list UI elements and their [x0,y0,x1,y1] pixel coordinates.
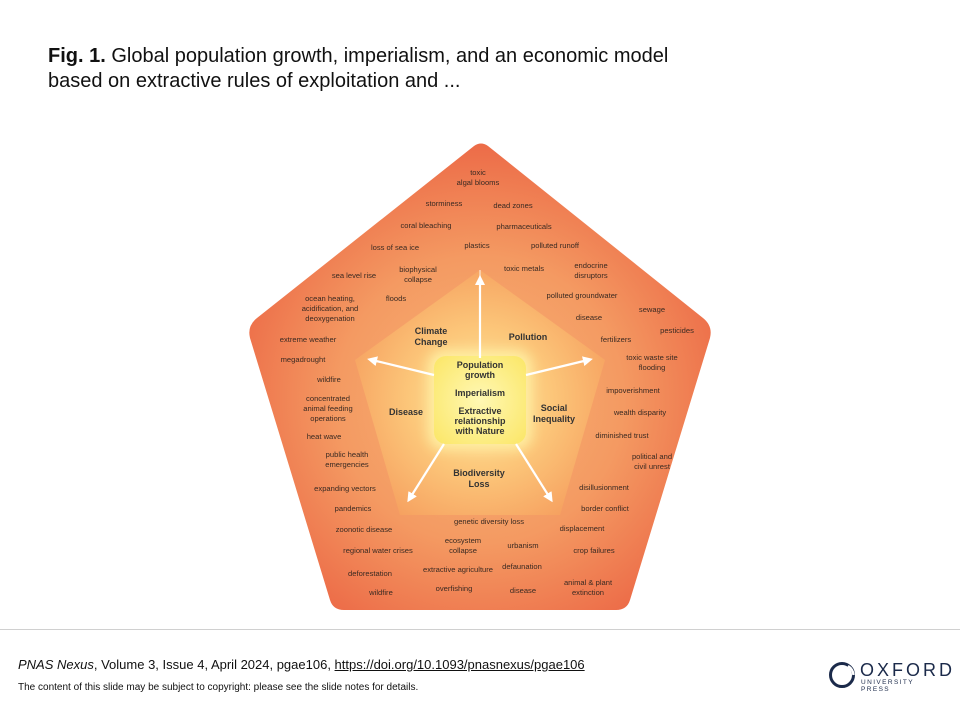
copyright-notice: The content of this slide may be subject… [18,682,419,693]
factor-label: toxic waste site flooding [626,353,678,372]
factor-label: sewage [639,305,665,314]
factor-label: border conflict [581,504,630,513]
domain-climate-2: Change [414,337,447,347]
factor-label: defaunation [502,562,542,571]
factor-label: polluted runoff [531,241,580,250]
factor-label: heat wave [307,432,342,441]
core-box [434,356,526,444]
factor-label: biophysical collapse [399,265,437,284]
factor-label: deforestation [348,569,392,578]
domain-biodiversity-2: Loss [468,479,489,489]
domain-climate-1: Climate [415,326,448,336]
factor-label: crop failures [573,546,615,555]
factor-label: animal & plant extinction [564,578,613,597]
factor-label: disillusionment [579,483,630,492]
core-line-1: Population [457,360,504,370]
doi-link[interactable]: https://doi.org/10.1093/pnasnexus/pgae10… [334,657,585,672]
factor-label: genetic diversity loss [454,517,524,526]
factor-label: extractive agriculture [423,565,493,574]
factor-label: diminished trust [595,431,649,440]
factor-label: political and civil unrest [632,452,672,471]
domain-social-2: Inequality [533,414,575,424]
domain-biodiversity-1: Biodiversity [453,468,505,478]
factor-label: toxic algal blooms [457,168,500,187]
core-line-2: growth [465,370,495,380]
core-line-5: relationship [454,416,506,426]
figure-label: Fig. 1. [48,45,106,67]
factor-label: zoonotic disease [336,525,393,534]
factor-label: dead zones [493,201,532,210]
domain-labels: Climate Change Pollution Social Inequali… [389,326,575,489]
journal-name: PNAS Nexus [18,657,94,672]
oxford-emblem-icon [829,662,855,688]
factor-label: floods [386,294,406,303]
factor-label: ocean heating, acidification, and deoxygen… [302,294,359,323]
logo-subtitle: UNIVERSITY PRESS [861,679,914,693]
figure-caption-text: Global population growth, imperialism, a… [48,45,669,92]
arrow-disease [367,356,435,377]
footer-divider [0,629,960,630]
factor-label: regional water crises [343,546,413,555]
factor-label: wildfire [368,588,393,597]
pentagon-diagram: Population growth Imperialism Extractive… [249,143,711,610]
figure-caption: Fig. 1. Global population growth, imperi… [48,44,688,94]
factor-label: pharmaceuticals [496,222,551,231]
factor-label: overfishing [436,584,473,593]
factor-label: disease [510,586,536,595]
factor-label: polluted groundwater [547,291,618,300]
oxford-logo: OXFORD UNIVERSITY PRESS [828,660,952,693]
factor-label: displacement [560,524,606,533]
factor-label: toxic metals [504,264,544,273]
factor-label: pandemics [335,504,372,513]
factor-label: impoverishment [606,386,660,395]
factor-label: disease [576,313,602,322]
arrow-biodiversity [407,443,445,503]
factor-label: concentrated animal feeding operations [303,394,352,423]
factor-label: plastics [464,241,490,250]
factor-label: ecosystem collapse [445,536,481,555]
factor-label: sea level rise [332,271,376,280]
domain-disease: Disease [389,407,423,417]
factor-label: public health emergencies [325,450,369,469]
outer-labels: toxic algal blooms storminess dead zones cor… [280,168,694,597]
citation-details: , Volume 3, Issue 4, April 2024, pgae106… [93,657,335,672]
core-line-4: Extractive [458,406,501,416]
arrow-pollution [525,356,593,377]
factor-label: extreme weather [280,335,337,344]
logo-word: OXFORD [860,660,956,680]
factor-label: expanding vectors [314,484,376,493]
citation: PNAS Nexus, Volume 3, Issue 4, April 202… [18,657,585,672]
factor-label: pesticides [660,326,694,335]
core-text: Population growth Imperialism Extractive… [454,360,506,436]
arrow-social [515,443,553,503]
core-line-3: Imperialism [455,388,505,398]
factor-label: storminess [426,199,463,208]
factor-label: coral bleaching [400,221,451,230]
domain-pollution: Pollution [509,332,548,342]
factor-label: megadrought [281,355,327,364]
factor-label: wildfire [316,375,341,384]
factor-label: loss of sea ice [371,243,419,252]
factor-label: wealth disparity [613,408,667,417]
core-line-6: with Nature [454,426,504,436]
factor-label: fertilizers [601,335,632,344]
factor-label: endocrine disruptors [574,261,608,280]
domain-social-1: Social [541,403,568,413]
factor-label: urbanism [507,541,538,550]
